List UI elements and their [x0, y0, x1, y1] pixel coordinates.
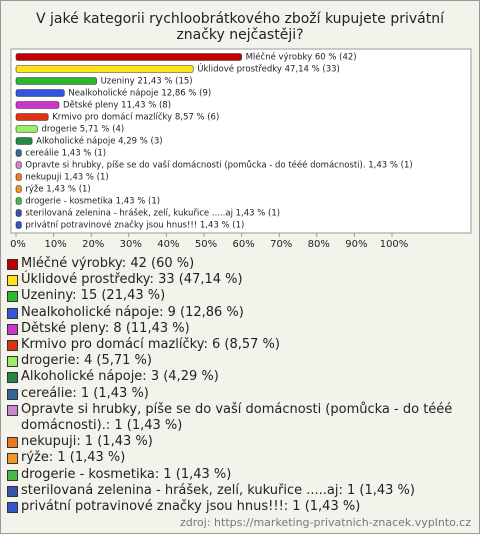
bar: [15, 113, 49, 121]
x-tick-label: 50%: [195, 239, 217, 250]
legend-label: nekupuji: 1 (1,43 %): [21, 434, 153, 450]
legend-label: cereálie: 1 (1,43 %): [21, 385, 149, 401]
legend-item: Uzeniny: 15 (21,43 %): [7, 288, 473, 304]
legend-label: Mléčné výrobky: 42 (60 %): [21, 256, 195, 271]
legend-label: Nealkoholické nápoje: 9 (12,86 %): [21, 304, 244, 320]
x-tick-label: 90%: [345, 239, 367, 250]
bar-label: Opravte si hrubky, píše se do vaší domác…: [25, 160, 412, 171]
bar-label: Mléčné výrobky 60 % (42): [246, 52, 357, 63]
legend-label: rýže: 1 (1,43 %): [21, 450, 126, 466]
bar: [15, 185, 22, 193]
bar-label: sterilovaná zelenina - hrášek, zelí, kuk…: [25, 208, 280, 219]
legend-item: Nealkoholické nápoje: 9 (12,86 %): [7, 305, 473, 321]
bar-label: Úklidové prostředky 47,14 % (33): [197, 63, 340, 75]
legend-swatch: [7, 437, 18, 449]
legend: Mléčné výrobky: 42 (60 %) Úklidové prostř…: [7, 256, 473, 515]
legend-swatch: [7, 372, 18, 384]
bar-label: Uzeniny 21,43 % (15): [101, 77, 193, 87]
legend-item: sterilovaná zelenina - hrášek, zelí, kuk…: [7, 483, 473, 499]
legend-item: rýže: 1 (1,43 %): [7, 450, 473, 466]
legend-swatch: [7, 502, 18, 514]
legend-swatch: [7, 469, 18, 481]
bar-label: Dětské pleny 11,43 % (8): [63, 100, 171, 111]
legend-swatch: [7, 453, 18, 465]
legend-label: drogerie - kosmetika: 1 (1,43 %): [21, 466, 232, 482]
legend-label: Dětské pleny: 8 (11,43 %): [21, 320, 190, 336]
bar-label: drogerie 5,71 % (4): [41, 125, 124, 135]
legend-item: Dětské pleny: 8 (11,43 %): [7, 321, 473, 337]
bar-label: rýže 1,43 % (1): [25, 185, 90, 195]
legend-item: cereálie: 1 (1,43 %): [7, 386, 473, 402]
x-tick-label: 60%: [232, 239, 254, 250]
bar: [15, 77, 97, 85]
legend-item: Alkoholické nápoje: 3 (4,29 %): [7, 369, 473, 385]
x-tick-label: 0%: [10, 239, 26, 250]
legend-item: nekupuji: 1 (1,43 %): [7, 434, 473, 450]
legend-swatch: [7, 259, 18, 270]
bar-label: Nealkoholické nápoje 12,86 % (9): [68, 88, 211, 99]
x-tick-label: 80%: [308, 239, 330, 250]
legend-swatch: [7, 388, 18, 400]
bar-label: drogerie - kosmetika 1,43 % (1): [25, 197, 160, 207]
legend-swatch: [7, 356, 18, 368]
legend-item: drogerie - kosmetika: 1 (1,43 %): [7, 467, 473, 483]
bar: [15, 89, 65, 97]
legend-label: Krmivo pro domácí mazlíčky: 6 (8,57 %): [21, 337, 280, 353]
bar: [15, 149, 22, 157]
legend-item: Opravte si hrubky, píše se do vaší domác…: [7, 402, 473, 434]
legend-item: Mléčné výrobky: 42 (60 %): [7, 256, 473, 272]
bar-label: Alkoholické nápoje 4,29 % (3): [36, 136, 162, 147]
legend-swatch: [7, 340, 18, 352]
legend-label: sterilovaná zelenina - hrášek, zelí, kuk…: [21, 482, 415, 498]
legend-label: Alkoholické nápoje: 3 (4,29 %): [21, 369, 219, 385]
legend-label: Opravte si hrubky, píše se do vaší domác…: [21, 401, 453, 434]
x-tick-label: 40%: [157, 239, 179, 250]
legend-label: privátní potravinové značky jsou hnus!!!…: [21, 499, 361, 515]
bar: [15, 101, 60, 109]
chart-title: V jaké kategorii rychloobrátkového zboží…: [36, 11, 445, 43]
source: zdroj: https://marketing-privatnich-znac…: [180, 516, 471, 529]
legend-label: drogerie: 4 (5,71 %): [21, 353, 152, 369]
bar-label: Krmivo pro domácí mazlíčky 8,57 % (6): [52, 112, 219, 123]
legend-item: privátní potravinové značky jsou hnus!!!…: [7, 499, 473, 515]
bar: [15, 161, 22, 169]
legend-item: Krmivo pro domácí mazlíčky: 6 (8,57 %): [7, 337, 473, 353]
legend-label: Uzeniny: 15 (21,43 %): [21, 288, 166, 304]
bar: [15, 125, 38, 133]
legend-swatch: [7, 291, 18, 303]
bar: [15, 173, 22, 181]
legend-label: Úklidové prostředky: 33 (47,14 %): [21, 272, 243, 288]
legend-swatch: [7, 275, 18, 287]
legend-swatch: [7, 323, 18, 335]
bar: [15, 221, 22, 229]
legend-item: drogerie: 4 (5,71 %): [7, 353, 473, 369]
bar: [15, 53, 242, 61]
legend-item: Úklidové prostředky: 33 (47,14 %): [7, 272, 473, 288]
x-tick-label: 10%: [44, 239, 66, 250]
bar-label: privátní potravinové značky jsou hnus!!!…: [25, 220, 244, 231]
legend-swatch: [7, 307, 18, 319]
legend-swatch: [7, 485, 18, 497]
x-tick-label: 70%: [270, 239, 292, 250]
bar-label: cereálie 1,43 % (1): [25, 149, 106, 159]
x-tick-label: 20%: [82, 239, 104, 250]
bar: [15, 209, 22, 217]
bar: [15, 65, 194, 73]
legend-swatch: [7, 404, 18, 416]
bar: [15, 197, 22, 205]
bar: [15, 137, 33, 145]
bar-label: nekupuji 1,43 % (1): [25, 173, 108, 183]
x-tick-label: 100%: [380, 239, 409, 250]
x-tick-label: 30%: [120, 239, 142, 250]
